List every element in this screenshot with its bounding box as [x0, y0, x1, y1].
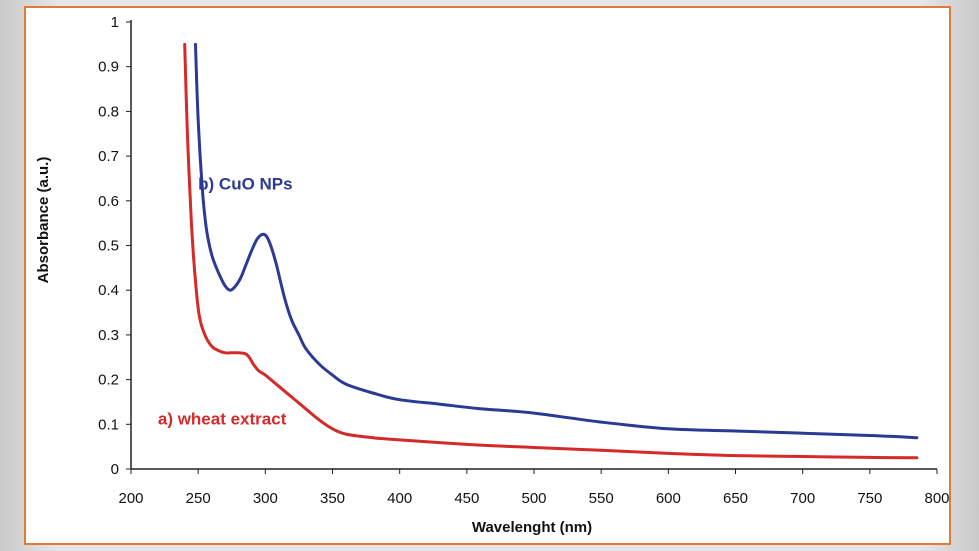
series-line-wheat-extract	[183, 42, 919, 460]
y-tick-label: 0.8	[98, 103, 119, 120]
x-tick-label: 600	[656, 490, 681, 507]
series-label-cuo-nps: b) CuO NPs	[198, 175, 292, 194]
y-tick-label: 0.4	[98, 282, 119, 299]
y-tick-label: 0.3	[98, 327, 119, 344]
annotations: b) CuO NPs a) wheat extract	[158, 175, 293, 429]
x-tick-label: 500	[521, 490, 546, 507]
x-tick-label: 750	[857, 490, 882, 507]
x-tick-label: 700	[790, 490, 815, 507]
x-tick-label: 800	[924, 490, 949, 507]
y-axis: 0 0.1 0.2 0.3 0.4 0.5 0.6 0.7 0.8 0.9 1	[98, 14, 132, 478]
y-tick-label: 1	[111, 14, 119, 31]
y-tick-label: 0.5	[98, 238, 119, 255]
x-axis-title: Wavelenght (nm)	[472, 519, 592, 536]
y-tick-label: 0.2	[98, 372, 119, 389]
y-tick-label: 0	[111, 461, 119, 478]
y-tick-label: 0.7	[98, 148, 119, 165]
series-line-cuo-nps	[194, 42, 919, 440]
x-tick-label: 200	[118, 490, 143, 507]
y-axis-title: Absorbance (a.u.)	[35, 157, 52, 284]
x-tick-label: 250	[186, 490, 211, 507]
y-tick-label: 0.9	[98, 59, 119, 76]
x-tick-label: 550	[589, 490, 614, 507]
x-tick-label: 400	[387, 490, 412, 507]
x-tick-label: 450	[454, 490, 479, 507]
y-tick-label: 0.6	[98, 193, 119, 210]
x-tick-label: 350	[320, 490, 345, 507]
y-tick-label: 0.1	[98, 416, 119, 433]
x-tick-label: 650	[723, 490, 748, 507]
series-lines	[183, 42, 919, 460]
series-label-wheat-extract: a) wheat extract	[158, 409, 287, 428]
x-axis: 200 250 300 350 400 450 500 550 600 650 700 750 800	[118, 468, 950, 507]
x-tick-label: 300	[253, 490, 278, 507]
